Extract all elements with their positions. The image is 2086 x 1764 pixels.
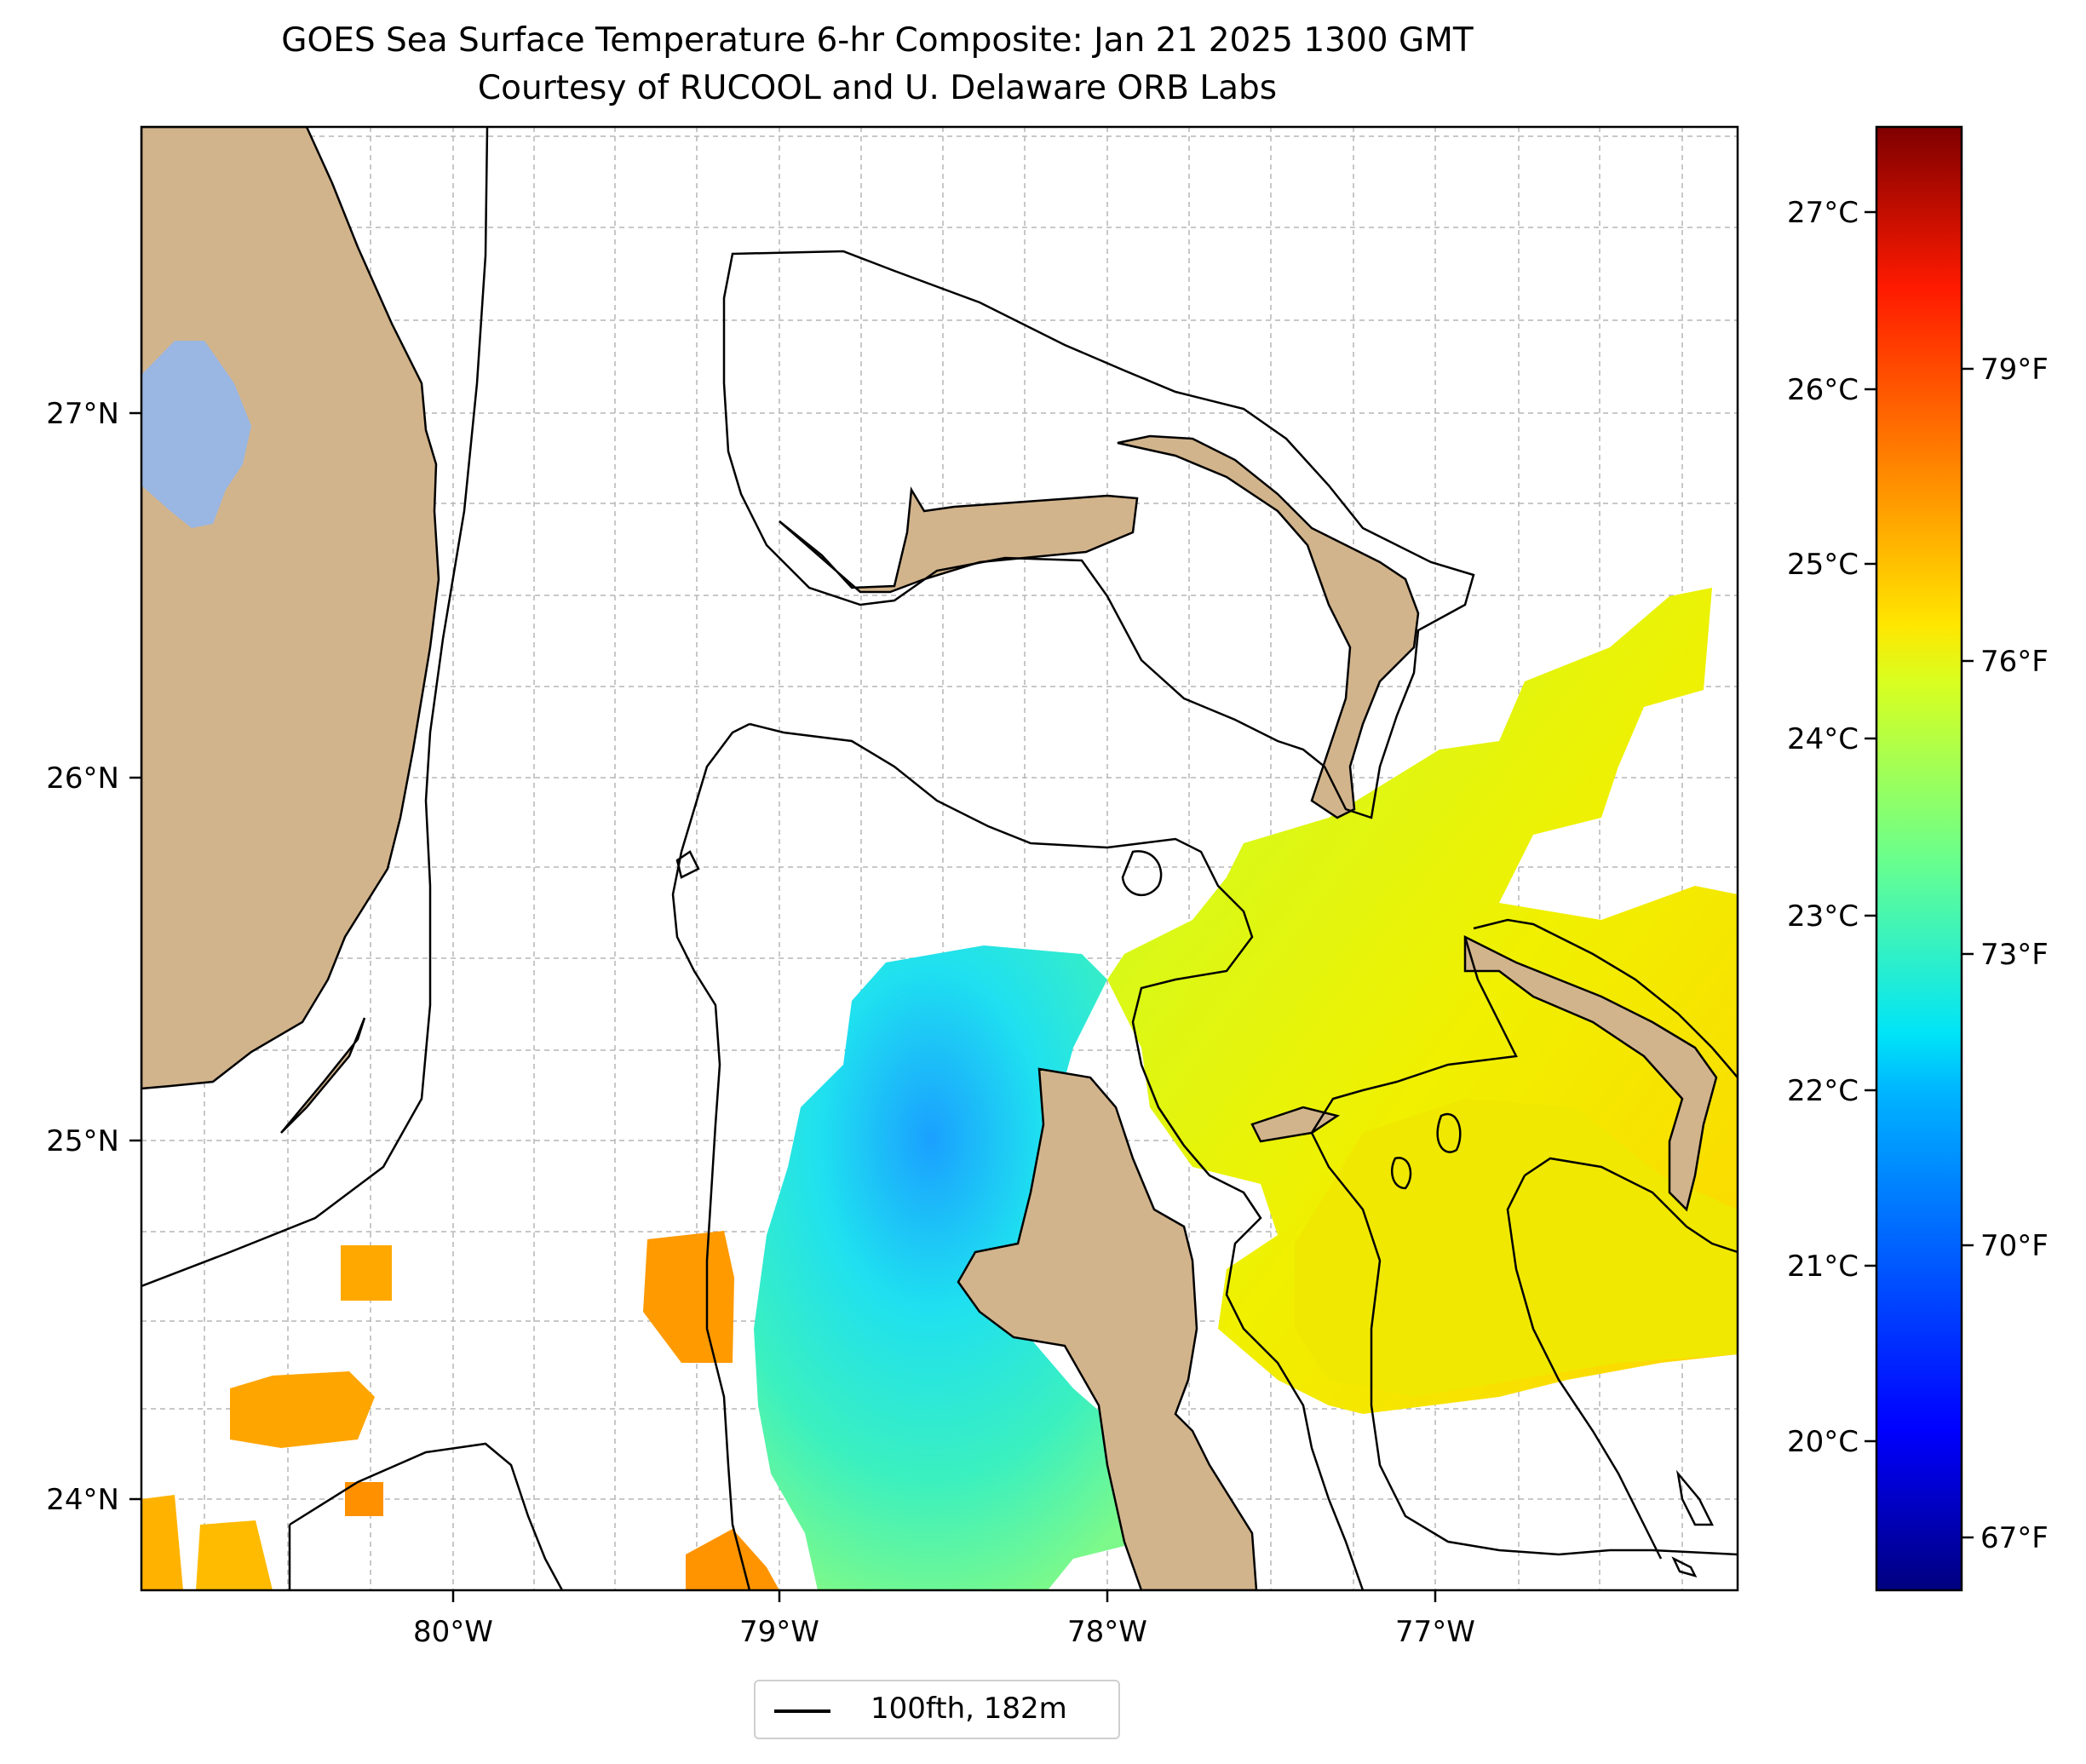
colorbar-celsius-labels: 27°C 26°C 25°C 24°C 23°C 22°C 21°C 20°C	[1787, 196, 1859, 1459]
cbar-fahrenheit-79: 79°F	[1980, 353, 2049, 387]
sst-orange-patch-6	[345, 1482, 383, 1516]
cbar-celsius-22: 22°C	[1787, 1074, 1859, 1108]
sst-orange-patch-3	[643, 1231, 734, 1363]
map-ticks	[129, 411, 1437, 1602]
sst-cool-patch	[754, 945, 1175, 1590]
lat-label-24n: 24°N	[46, 1483, 119, 1517]
colorbar-fahrenheit-labels: 79°F 76°F 73°F 70°F 67°F	[1980, 353, 2049, 1555]
cbar-celsius-27: 27°C	[1787, 196, 1859, 230]
abaco-islands	[1117, 434, 1420, 819]
grand-bahama	[779, 486, 1139, 594]
legend-label: 100fth, 182m	[871, 1692, 1067, 1726]
colorbar: 27°C 26°C 25°C 24°C 23°C 22°C 21°C 20°C …	[1787, 125, 2049, 1592]
lat-label-26n: 26°N	[46, 761, 119, 796]
sst-orange-patch-7	[686, 1529, 779, 1590]
lon-label-77w: 77°W	[1395, 1615, 1475, 1649]
sst-orange-patch-2	[230, 1371, 375, 1448]
legend: 100fth, 182m	[754, 1680, 1120, 1739]
map-layers	[141, 127, 1738, 1590]
sst-field	[141, 588, 1738, 1590]
lon-label-78w: 78°W	[1067, 1615, 1147, 1649]
map-frame	[140, 125, 1739, 1592]
lat-label-27n: 27°N	[46, 397, 119, 431]
bathymetry-100fth-contours	[141, 127, 1738, 1590]
andros-island	[957, 1067, 1258, 1590]
legend-line-swatch	[774, 1709, 830, 1713]
map-subtitle: Courtesy of RUCOOL and U. Delaware ORB L…	[477, 69, 1278, 107]
longitude-labels: 80°W 79°W 78°W 77°W	[413, 1615, 1475, 1649]
cbar-celsius-21: 21°C	[1787, 1250, 1859, 1284]
sst-orange-patch-5	[196, 1520, 273, 1590]
cbar-fahrenheit-70: 70°F	[1980, 1229, 2049, 1263]
sst-orange-patch-1	[341, 1245, 392, 1301]
cbar-fahrenheit-76: 76°F	[1980, 645, 2049, 679]
sst-warm-patch-south	[1295, 1099, 1738, 1397]
cbar-fahrenheit-67: 67°F	[1980, 1521, 2049, 1555]
latitude-labels: 27°N 26°N 25°N 24°N	[46, 397, 119, 1517]
lon-label-79w: 79°W	[739, 1615, 819, 1649]
lake-okeechobee	[141, 341, 251, 528]
map-title: GOES Sea Surface Temperature 6-hr Compos…	[281, 21, 1474, 60]
eleuthera-island	[1463, 934, 1718, 1212]
florida-keys	[280, 1017, 366, 1134]
lon-label-80w: 80°W	[413, 1615, 493, 1649]
cbar-celsius-20: 20°C	[1787, 1425, 1859, 1459]
cbar-celsius-23: 23°C	[1787, 899, 1859, 934]
cbar-fahrenheit-73: 73°F	[1980, 938, 2049, 972]
sst-orange-patch-4	[141, 1495, 183, 1590]
florida-land	[141, 127, 440, 1090]
colorbar-gradient	[1875, 125, 1963, 1592]
cbar-celsius-25: 25°C	[1787, 548, 1859, 582]
lat-label-25n: 25°N	[46, 1124, 119, 1158]
land-masses	[141, 127, 1718, 1590]
new-providence	[1250, 1106, 1341, 1143]
cbar-celsius-24: 24°C	[1787, 722, 1859, 756]
cbar-celsius-26: 26°C	[1787, 373, 1859, 407]
